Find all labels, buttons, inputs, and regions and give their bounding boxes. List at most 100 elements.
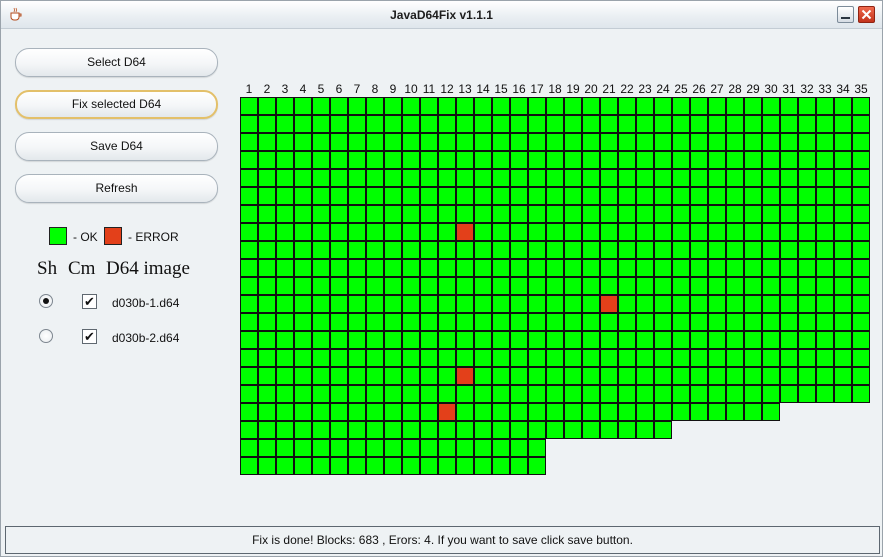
sector-cell-ok xyxy=(816,97,834,115)
minimize-button[interactable] xyxy=(837,6,854,23)
sector-cell-ok xyxy=(510,421,528,439)
sector-cell-ok xyxy=(474,151,492,169)
sector-cell-ok xyxy=(528,385,546,403)
check-checkbox-2[interactable]: ✔ xyxy=(82,329,97,344)
sector-cell-ok xyxy=(582,421,600,439)
sector-cell-ok xyxy=(780,367,798,385)
sector-cell-ok xyxy=(672,277,690,295)
sector-cell-ok xyxy=(654,169,672,187)
sector-cell-ok xyxy=(654,367,672,385)
sector-cell-ok xyxy=(708,259,726,277)
sector-cell-ok xyxy=(528,349,546,367)
sector-cell-ok xyxy=(744,133,762,151)
sector-cell-ok xyxy=(618,385,636,403)
sector-cell-ok xyxy=(258,115,276,133)
sector-cell-ok xyxy=(438,457,456,475)
sector-cell-ok xyxy=(492,205,510,223)
sector-cell-ok xyxy=(834,115,852,133)
sector-cell-ok xyxy=(654,241,672,259)
sector-cell-ok xyxy=(708,223,726,241)
show-radio-1[interactable] xyxy=(39,294,53,308)
sector-cell-ok xyxy=(276,331,294,349)
sector-cell-ok xyxy=(852,115,870,133)
sector-cell-ok xyxy=(618,97,636,115)
sector-cell-ok xyxy=(546,169,564,187)
sector-cell-ok xyxy=(474,295,492,313)
sector-cell-ok xyxy=(312,367,330,385)
file-name[interactable]: d030b-1.d64 xyxy=(112,296,180,310)
sector-cell-ok xyxy=(654,205,672,223)
sector-cell-ok xyxy=(456,151,474,169)
sector-cell-ok xyxy=(582,385,600,403)
sector-cell-ok xyxy=(402,367,420,385)
track-number-label: 6 xyxy=(335,82,343,96)
sector-cell-ok xyxy=(546,151,564,169)
sector-cell-ok xyxy=(420,133,438,151)
sector-cell-ok xyxy=(456,439,474,457)
sector-cell-ok xyxy=(618,115,636,133)
sector-cell-ok xyxy=(438,385,456,403)
sector-cell-ok xyxy=(474,421,492,439)
sector-cell-ok xyxy=(834,349,852,367)
sector-cell-ok xyxy=(402,223,420,241)
sector-cell-ok xyxy=(690,349,708,367)
sector-cell-ok xyxy=(456,385,474,403)
refresh-button[interactable]: Refresh xyxy=(15,174,218,203)
sector-cell-ok xyxy=(492,133,510,151)
sector-cell-ok xyxy=(330,367,348,385)
sector-cell-ok xyxy=(384,115,402,133)
fix-selected-d64-button[interactable]: Fix selected D64 xyxy=(15,90,218,119)
sector-cell-ok xyxy=(294,313,312,331)
sector-cell-ok xyxy=(744,169,762,187)
legend-error-label: - ERROR xyxy=(128,230,179,244)
sector-cell-ok xyxy=(564,385,582,403)
sector-cell-ok xyxy=(762,151,780,169)
check-checkbox-1[interactable]: ✔ xyxy=(82,294,97,309)
sector-cell-ok xyxy=(528,97,546,115)
sector-cell-ok xyxy=(564,205,582,223)
sector-cell-ok xyxy=(384,187,402,205)
sector-cell-ok xyxy=(762,295,780,313)
sector-cell-ok xyxy=(438,187,456,205)
sector-cell-ok xyxy=(780,115,798,133)
sector-cell-ok xyxy=(834,277,852,295)
close-button[interactable] xyxy=(858,6,875,23)
sector-cell-ok xyxy=(744,223,762,241)
sector-cell-ok xyxy=(528,439,546,457)
sector-cell-ok xyxy=(420,331,438,349)
sector-cell-ok xyxy=(402,277,420,295)
show-radio-2[interactable] xyxy=(39,329,53,343)
sector-cell-ok xyxy=(780,169,798,187)
sector-cell-ok xyxy=(708,331,726,349)
sector-cell-ok xyxy=(780,295,798,313)
sector-cell-ok xyxy=(402,205,420,223)
save-d64-button[interactable]: Save D64 xyxy=(15,132,218,161)
title-bar[interactable]: JavaD64Fix v1.1.1 xyxy=(1,1,882,29)
sector-cell-ok xyxy=(600,205,618,223)
sector-cell-ok xyxy=(582,295,600,313)
select-d64-button[interactable]: Select D64 xyxy=(15,48,218,77)
sector-cell-ok xyxy=(600,385,618,403)
sector-cell-ok xyxy=(780,259,798,277)
sector-cell-ok xyxy=(528,187,546,205)
checkmark-icon: ✔ xyxy=(84,294,95,309)
sector-cell-ok xyxy=(492,349,510,367)
sector-cell-ok xyxy=(564,421,582,439)
sector-cell-ok xyxy=(474,115,492,133)
sector-cell-ok xyxy=(510,367,528,385)
sector-cell-ok xyxy=(348,223,366,241)
sector-cell-ok xyxy=(384,151,402,169)
sector-cell-ok xyxy=(600,169,618,187)
sector-cell-ok xyxy=(294,97,312,115)
file-name[interactable]: d030b-2.d64 xyxy=(112,331,180,345)
sector-cell-ok xyxy=(780,385,798,403)
sector-cell-ok xyxy=(780,313,798,331)
sector-cell-ok xyxy=(438,223,456,241)
sector-cell-ok xyxy=(744,367,762,385)
sector-cell-ok xyxy=(366,169,384,187)
sector-cell-ok xyxy=(474,97,492,115)
track-number-label: 20 xyxy=(584,82,598,96)
sector-cell-ok xyxy=(420,439,438,457)
track-number-label: 31 xyxy=(782,82,796,96)
sector-cell-ok xyxy=(258,421,276,439)
